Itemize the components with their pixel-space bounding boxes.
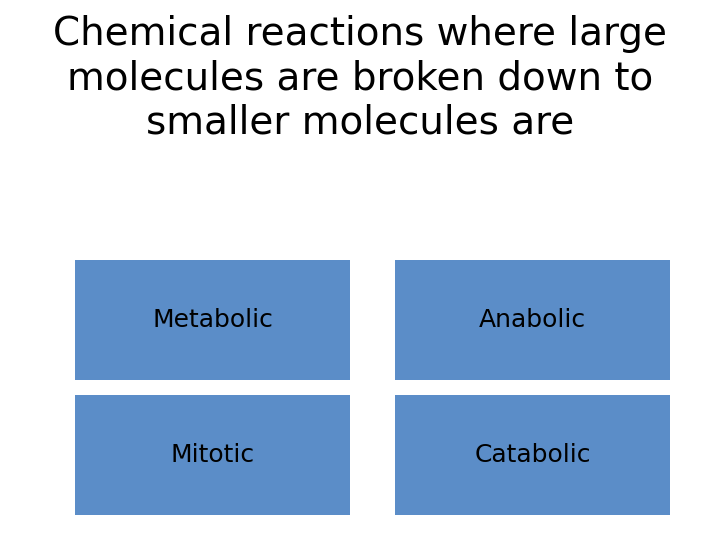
Text: Anabolic: Anabolic: [479, 308, 586, 332]
Text: Chemical reactions where large
molecules are broken down to
smaller molecules ar: Chemical reactions where large molecules…: [53, 15, 667, 141]
FancyBboxPatch shape: [75, 395, 350, 515]
FancyBboxPatch shape: [395, 395, 670, 515]
FancyBboxPatch shape: [75, 260, 350, 380]
Text: Mitotic: Mitotic: [171, 443, 255, 467]
FancyBboxPatch shape: [395, 260, 670, 380]
Text: Catabolic: Catabolic: [474, 443, 590, 467]
Text: Metabolic: Metabolic: [152, 308, 273, 332]
